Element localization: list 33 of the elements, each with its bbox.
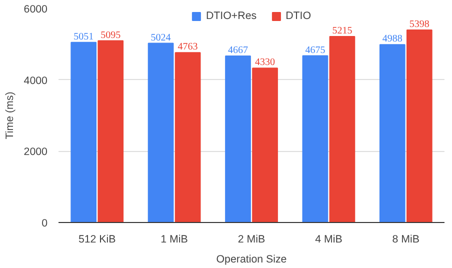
data-label: 4763	[178, 42, 198, 53]
x-tick-label: 8 MiB	[392, 234, 420, 246]
data-label: 5051	[74, 31, 94, 42]
x-tick-label: 1 MiB	[160, 234, 188, 246]
bar	[70, 42, 97, 222]
data-label: 5398	[409, 18, 430, 30]
data-label: 5095	[100, 30, 121, 41]
bar	[174, 52, 201, 222]
x-tick-label: 4 MiB	[315, 234, 342, 246]
legend-label: DTIO+Res	[206, 10, 257, 22]
y-tick-label: 0	[42, 218, 48, 230]
data-label: 4988	[382, 34, 402, 45]
y-tick-label: 2000	[24, 146, 48, 158]
data-label: 5215	[332, 26, 352, 36]
x-axis-title: Operation Size	[216, 254, 287, 266]
bar	[406, 29, 432, 222]
y-tick-label: 6000	[24, 4, 48, 16]
bar	[148, 42, 174, 222]
bar	[302, 55, 328, 222]
bar	[329, 36, 356, 222]
data-label: 4330	[255, 57, 276, 68]
bar	[225, 56, 251, 222]
legend-label: DTIO	[286, 10, 312, 22]
x-tick-label: 2 MiB	[238, 234, 266, 246]
y-axis-title: Time (ms)	[4, 92, 16, 140]
bar	[252, 68, 278, 222]
bar	[98, 40, 124, 222]
x-tick-label: 512 KiB	[78, 234, 116, 246]
bar	[379, 44, 406, 222]
data-label: 5024	[150, 32, 171, 44]
data-label: 4667	[228, 45, 248, 56]
y-tick-label: 4000	[24, 74, 48, 87]
data-label: 4675	[305, 44, 326, 56]
